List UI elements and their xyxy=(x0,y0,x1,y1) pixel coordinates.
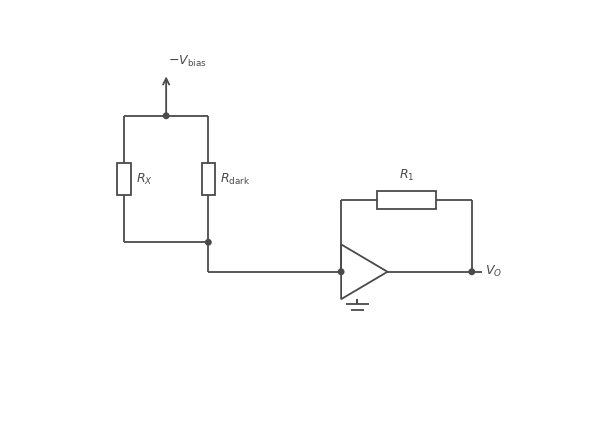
Circle shape xyxy=(206,240,211,245)
Bar xyxy=(202,163,215,195)
Text: $-V_{\mathregular{bias}}$: $-V_{\mathregular{bias}}$ xyxy=(168,53,207,69)
Text: $V_O$: $V_O$ xyxy=(485,264,502,279)
Bar xyxy=(117,163,131,195)
Bar xyxy=(377,191,436,209)
Polygon shape xyxy=(341,244,387,299)
Circle shape xyxy=(164,113,169,119)
Text: $R_{\mathregular{dark}}$: $R_{\mathregular{dark}}$ xyxy=(220,172,250,187)
Circle shape xyxy=(469,269,474,275)
Circle shape xyxy=(339,269,344,275)
Text: $R_X$: $R_X$ xyxy=(136,172,153,187)
Text: $R_1$: $R_1$ xyxy=(399,168,414,183)
